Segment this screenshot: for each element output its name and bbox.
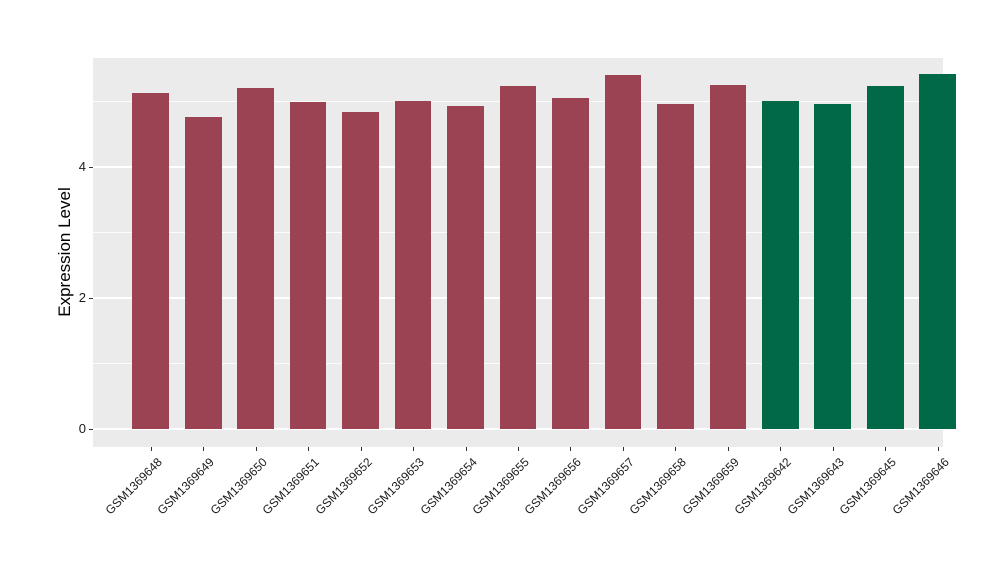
bar <box>657 104 694 429</box>
bar <box>132 93 170 429</box>
gridline-major <box>93 427 943 430</box>
bar <box>237 88 274 429</box>
x-axis-tick <box>780 447 782 451</box>
bar <box>761 101 799 429</box>
x-axis-tick <box>360 447 362 451</box>
bar <box>447 105 484 429</box>
x-axis-tick <box>937 447 939 451</box>
bar <box>604 75 642 429</box>
x-axis-tick <box>255 447 257 451</box>
x-axis-tick <box>413 447 415 451</box>
x-axis-tick <box>622 447 624 451</box>
bar <box>552 97 589 429</box>
x-axis-tick <box>727 447 729 451</box>
bar <box>499 85 537 429</box>
y-axis-tick <box>89 428 93 430</box>
y-axis-tick-label: 0 <box>78 420 86 436</box>
x-axis-tick <box>570 447 572 451</box>
x-axis-tick <box>150 447 152 451</box>
y-axis-tick-label: 2 <box>78 289 86 305</box>
bar <box>184 116 222 429</box>
x-axis-tick <box>832 447 834 451</box>
bar <box>814 104 852 429</box>
y-axis-tick <box>89 297 93 299</box>
bar <box>709 84 747 429</box>
bar <box>394 100 432 429</box>
bar <box>289 101 327 429</box>
bar <box>342 112 379 429</box>
bar <box>866 85 904 429</box>
y-axis-tick <box>89 166 93 168</box>
x-axis-tick <box>885 447 887 451</box>
bar <box>919 74 957 429</box>
x-axis-tick <box>308 447 310 451</box>
x-axis-tick <box>518 447 519 451</box>
x-axis-tick <box>203 447 205 451</box>
plot-panel <box>93 58 957 447</box>
y-axis-tick-label: 4 <box>78 158 86 174</box>
x-axis-tick <box>675 447 677 451</box>
x-axis-tick <box>465 447 467 451</box>
